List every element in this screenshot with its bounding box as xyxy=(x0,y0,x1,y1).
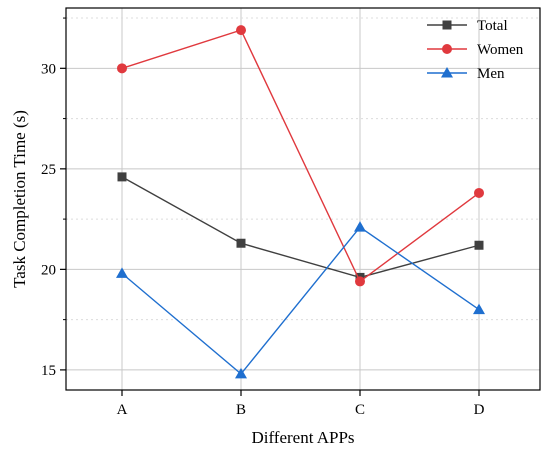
x-tick-label-B: B xyxy=(236,402,246,418)
series-line-total xyxy=(121,176,480,279)
y-tick-label-20: 20 xyxy=(41,262,56,278)
y-tick-label-30: 30 xyxy=(41,61,56,77)
point-women-B xyxy=(236,25,246,36)
point-women-C xyxy=(355,276,365,287)
plot-frame xyxy=(65,7,541,391)
series-line-men xyxy=(121,226,480,375)
x-axis-title: Different APPs xyxy=(251,428,354,447)
series-total xyxy=(117,172,484,282)
y-tick-label-15: 15 xyxy=(41,363,56,379)
series-group xyxy=(116,25,485,379)
legend-item-men: Men xyxy=(427,66,505,82)
legend-item-women: Women xyxy=(427,42,524,58)
x-tick-label-D: D xyxy=(474,402,485,418)
grid-lines xyxy=(66,8,540,390)
legend-label-total: Total xyxy=(477,18,508,34)
x-tick-label-C: C xyxy=(355,402,365,418)
x-tick-label-A: A xyxy=(117,402,128,418)
legend-label-men: Men xyxy=(477,66,505,82)
point-women-D xyxy=(474,187,484,198)
series-women xyxy=(117,25,484,287)
legend-marker-women xyxy=(442,44,452,54)
legend-item-total: Total xyxy=(427,18,508,34)
series-line-women xyxy=(121,29,480,283)
point-men-B xyxy=(235,367,247,379)
point-total-A xyxy=(117,172,127,182)
legend-marker-men xyxy=(441,67,453,78)
point-women-A xyxy=(117,63,127,74)
y-axis-title: Task Completion Time (s) xyxy=(10,110,29,288)
point-men-A xyxy=(116,267,128,278)
point-men-C xyxy=(354,221,366,232)
legend-marker-total xyxy=(442,20,452,30)
legend-label-women: Women xyxy=(477,42,524,58)
y-tick-label-25: 25 xyxy=(41,162,56,178)
axes: A B C D 15 20 25 30 xyxy=(41,17,485,418)
point-total-B xyxy=(236,238,246,248)
point-total-D xyxy=(474,240,484,250)
legend: Total Women Men xyxy=(427,18,524,82)
series-men xyxy=(116,221,485,379)
point-men-D xyxy=(473,303,485,315)
